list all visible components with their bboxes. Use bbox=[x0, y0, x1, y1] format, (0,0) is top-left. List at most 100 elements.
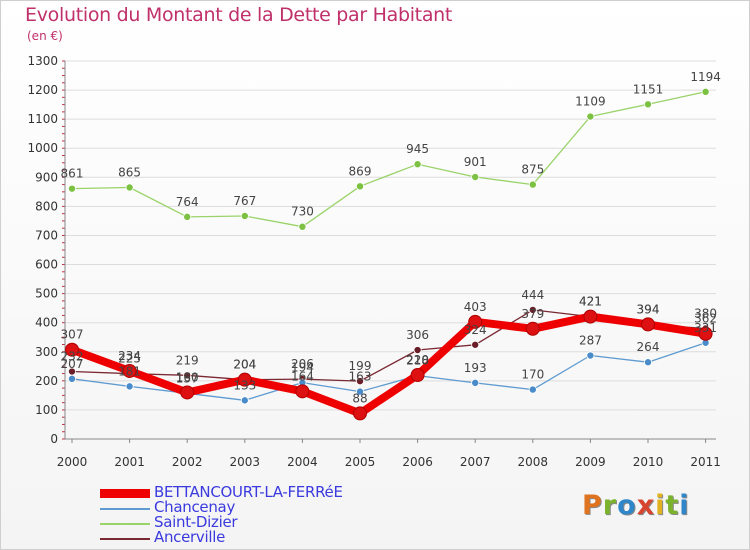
x-tick-label: 2010 bbox=[633, 455, 664, 469]
x-tick-label: 2004 bbox=[287, 455, 318, 469]
data-label: 264 bbox=[637, 340, 660, 354]
data-label: 307 bbox=[61, 328, 84, 342]
data-label: 875 bbox=[521, 163, 544, 177]
legend-label: Chancenay bbox=[154, 498, 236, 516]
data-label: 1194 bbox=[690, 70, 721, 84]
axes bbox=[62, 60, 716, 443]
data-label: 865 bbox=[118, 165, 141, 179]
series-line bbox=[71, 91, 707, 228]
data-label: 394 bbox=[637, 302, 660, 316]
y-tick-label: 700 bbox=[35, 228, 58, 242]
data-label: 219 bbox=[176, 353, 199, 367]
chart-title: Evolution du Montant de la Dette par Hab… bbox=[25, 4, 453, 26]
data-point bbox=[471, 378, 480, 387]
y-tick-label: 100 bbox=[35, 403, 58, 417]
data-label: 331 bbox=[694, 321, 717, 335]
series-line bbox=[68, 312, 710, 418]
data-label: 232 bbox=[61, 350, 84, 364]
series bbox=[65, 309, 713, 421]
data-point bbox=[295, 384, 310, 399]
data-point bbox=[125, 183, 134, 192]
data-point bbox=[240, 211, 249, 220]
data-point bbox=[180, 385, 195, 400]
data-label: 1109 bbox=[575, 95, 606, 109]
y-tick-label: 900 bbox=[35, 170, 58, 184]
data-label: 869 bbox=[349, 164, 372, 178]
data-point bbox=[122, 363, 137, 378]
line-chart: 0 100 200 300 400 500 600 700 800 900 1000 1100 1200… bbox=[27, 54, 721, 469]
data-point bbox=[410, 368, 425, 383]
legend-label: BETTANCOURT-LA-FERRéE bbox=[154, 483, 343, 501]
chart-subtitle: (en €) bbox=[27, 29, 63, 43]
data-label: 193 bbox=[464, 361, 487, 375]
data-point bbox=[644, 358, 653, 367]
data-point bbox=[701, 87, 710, 96]
data-label: 181 bbox=[118, 364, 141, 378]
data-point bbox=[468, 314, 483, 329]
data-label: 324 bbox=[464, 323, 487, 337]
data-point bbox=[583, 309, 598, 324]
data-point bbox=[237, 372, 252, 387]
data-label: 287 bbox=[579, 334, 602, 348]
data-label: 163 bbox=[349, 370, 372, 384]
data-point bbox=[183, 371, 192, 380]
y-tick-label: 500 bbox=[35, 287, 58, 301]
x-tick-label: 2002 bbox=[172, 455, 203, 469]
data-label: 1151 bbox=[633, 82, 664, 96]
data-label: 133 bbox=[233, 378, 256, 392]
data-point bbox=[355, 182, 364, 191]
x-tick-label: 2005 bbox=[345, 455, 376, 469]
logo-letter: t bbox=[665, 490, 680, 521]
y-tick-label: 800 bbox=[35, 199, 58, 213]
data-label: 403 bbox=[464, 300, 487, 314]
data-point bbox=[644, 100, 653, 109]
data-label: 194 bbox=[291, 361, 314, 375]
data-label: 207 bbox=[61, 357, 84, 371]
data-label: 218 bbox=[406, 354, 429, 368]
data-point bbox=[471, 340, 480, 349]
logo-letter: P bbox=[582, 490, 603, 521]
data-label: 394 bbox=[637, 302, 660, 316]
data-label: 444 bbox=[521, 288, 544, 302]
y-tick-label: 600 bbox=[35, 258, 58, 272]
data-label: 220 bbox=[406, 353, 429, 367]
data-point bbox=[698, 326, 713, 341]
data-point bbox=[528, 385, 537, 394]
data-label: 945 bbox=[406, 142, 429, 156]
data-point bbox=[586, 351, 595, 360]
logo-letter: i bbox=[655, 490, 666, 521]
data-point bbox=[586, 112, 595, 121]
data-label: 421 bbox=[579, 295, 602, 309]
y-tick-label: 200 bbox=[35, 374, 58, 388]
data-label: 379 bbox=[521, 307, 544, 321]
data-point bbox=[471, 173, 480, 182]
data-label: 306 bbox=[406, 328, 429, 342]
data-point bbox=[528, 180, 537, 189]
legend-label: Ancerville bbox=[154, 528, 226, 546]
data-label: 206 bbox=[291, 357, 314, 371]
data-point bbox=[68, 374, 77, 383]
y-tick-label: 1100 bbox=[27, 112, 58, 126]
data-point bbox=[525, 321, 540, 336]
data-point bbox=[298, 222, 307, 231]
data-point bbox=[413, 160, 422, 169]
data-label: 421 bbox=[579, 295, 602, 309]
data-label: 861 bbox=[61, 167, 84, 181]
logo-letter: x bbox=[636, 490, 656, 521]
logo-letter: r bbox=[602, 490, 618, 521]
legend-swatch bbox=[100, 538, 150, 540]
y-tick-label: 1000 bbox=[27, 141, 58, 155]
data-label: 764 bbox=[176, 195, 199, 209]
data-label: 380 bbox=[694, 307, 717, 321]
data-label: 730 bbox=[291, 205, 314, 219]
x-tick-label: 2007 bbox=[460, 455, 491, 469]
data-label: 234 bbox=[118, 349, 141, 363]
legend-swatch bbox=[100, 489, 150, 498]
logo-letter: o bbox=[617, 490, 637, 521]
data-point bbox=[355, 377, 364, 386]
data-label: 204 bbox=[233, 358, 256, 372]
data-point bbox=[413, 346, 422, 355]
logo-letter: i bbox=[679, 490, 690, 521]
data-label: 164 bbox=[291, 369, 314, 383]
